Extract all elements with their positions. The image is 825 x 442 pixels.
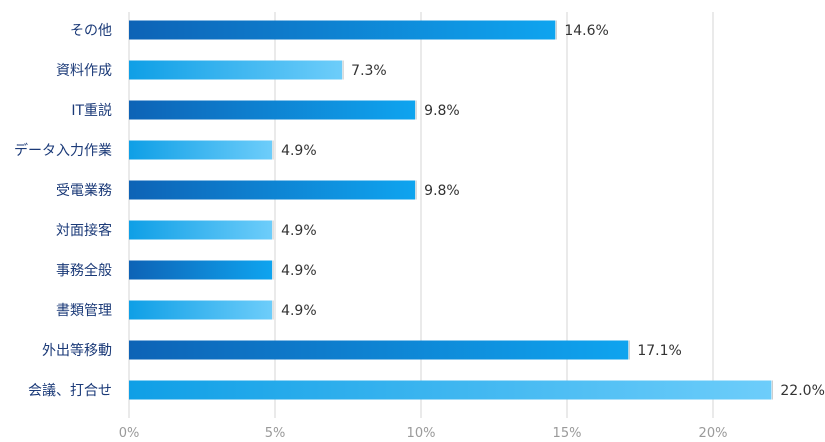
bar-2 (129, 100, 416, 120)
x-tick-label: 10% (407, 426, 436, 438)
bars (129, 20, 773, 400)
category-label: 書類管理 (56, 303, 112, 319)
value-label: 9.8% (424, 103, 460, 119)
value-label: 14.6% (564, 23, 608, 39)
category-label: 会議、打合せ (28, 382, 112, 399)
x-tick-label: 5% (265, 426, 286, 438)
bar-5 (129, 220, 273, 240)
value-label: 4.9% (281, 303, 317, 319)
category-label: 事務全般 (56, 262, 112, 279)
bar-7 (129, 300, 273, 320)
x-tick-label: 20% (699, 426, 728, 438)
bar-9 (129, 380, 772, 400)
value-label: 7.3% (351, 63, 387, 79)
x-tick-label: 0% (119, 426, 140, 438)
labels: 0% 5% 10% 15% 20% その他 14.6% 資料作成 7.3% IT重説 9.8% データ… (14, 23, 825, 441)
category-label: 受電業務 (56, 183, 112, 199)
category-label: 資料作成 (56, 63, 112, 79)
category-label: 外出等移動 (42, 342, 112, 359)
x-tick-label: 15% (553, 426, 582, 438)
value-label: 22.0% (780, 383, 824, 399)
bar-6 (129, 260, 273, 280)
bar-1 (129, 60, 343, 80)
value-label: 4.9% (281, 143, 317, 159)
category-label: データ入力作業 (14, 142, 112, 159)
bar-4 (129, 180, 416, 200)
category-label: 対面接客 (56, 222, 112, 239)
bar-0 (129, 20, 556, 40)
category-label: その他 (70, 23, 112, 39)
value-label: 4.9% (281, 223, 317, 239)
value-label: 17.1% (637, 343, 681, 359)
bar-3 (129, 140, 273, 160)
category-label: IT重説 (71, 103, 112, 119)
value-label: 9.8% (424, 183, 460, 199)
bar-8 (129, 340, 629, 360)
value-label: 4.9% (281, 263, 317, 279)
